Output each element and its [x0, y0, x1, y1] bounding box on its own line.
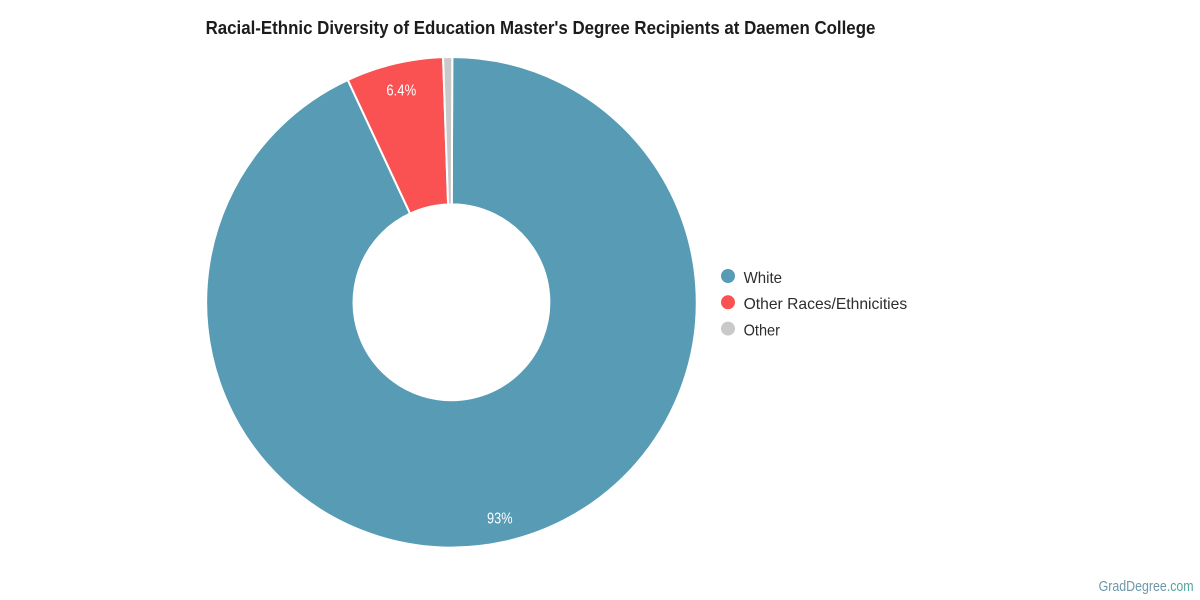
svg-text:6.4%: 6.4% [386, 83, 416, 100]
svg-text:Other Races/Ethnicities: Other Races/Ethnicities [744, 296, 908, 313]
svg-text:Racial-Ethnic Diversity of Edu: Racial-Ethnic Diversity of Education Mas… [206, 18, 876, 38]
svg-text:Other: Other [744, 322, 781, 339]
svg-text:93%: 93% [487, 510, 513, 527]
svg-text:GradDegree.com: GradDegree.com [1099, 579, 1194, 595]
svg-text:White: White [744, 270, 782, 287]
